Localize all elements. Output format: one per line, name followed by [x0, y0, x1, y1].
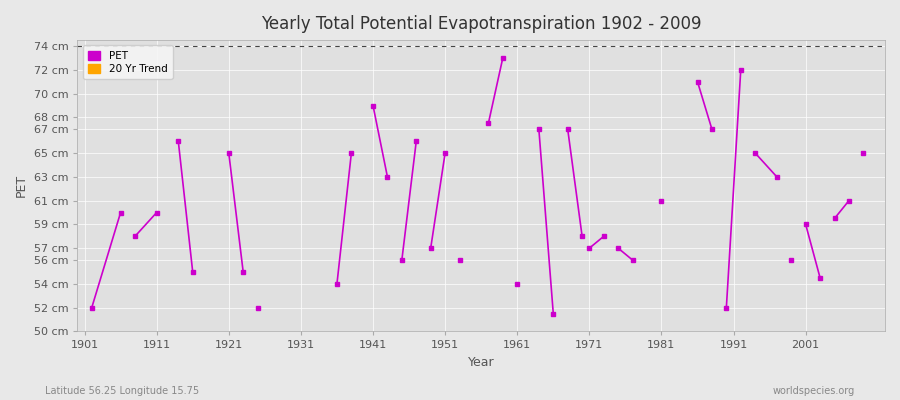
- Text: worldspecies.org: worldspecies.org: [773, 386, 855, 396]
- Title: Yearly Total Potential Evapotranspiration 1902 - 2009: Yearly Total Potential Evapotranspiratio…: [261, 15, 701, 33]
- Y-axis label: PET: PET: [15, 174, 28, 197]
- X-axis label: Year: Year: [468, 356, 494, 369]
- Text: Latitude 56.25 Longitude 15.75: Latitude 56.25 Longitude 15.75: [45, 386, 199, 396]
- Legend: PET, 20 Yr Trend: PET, 20 Yr Trend: [83, 45, 173, 79]
